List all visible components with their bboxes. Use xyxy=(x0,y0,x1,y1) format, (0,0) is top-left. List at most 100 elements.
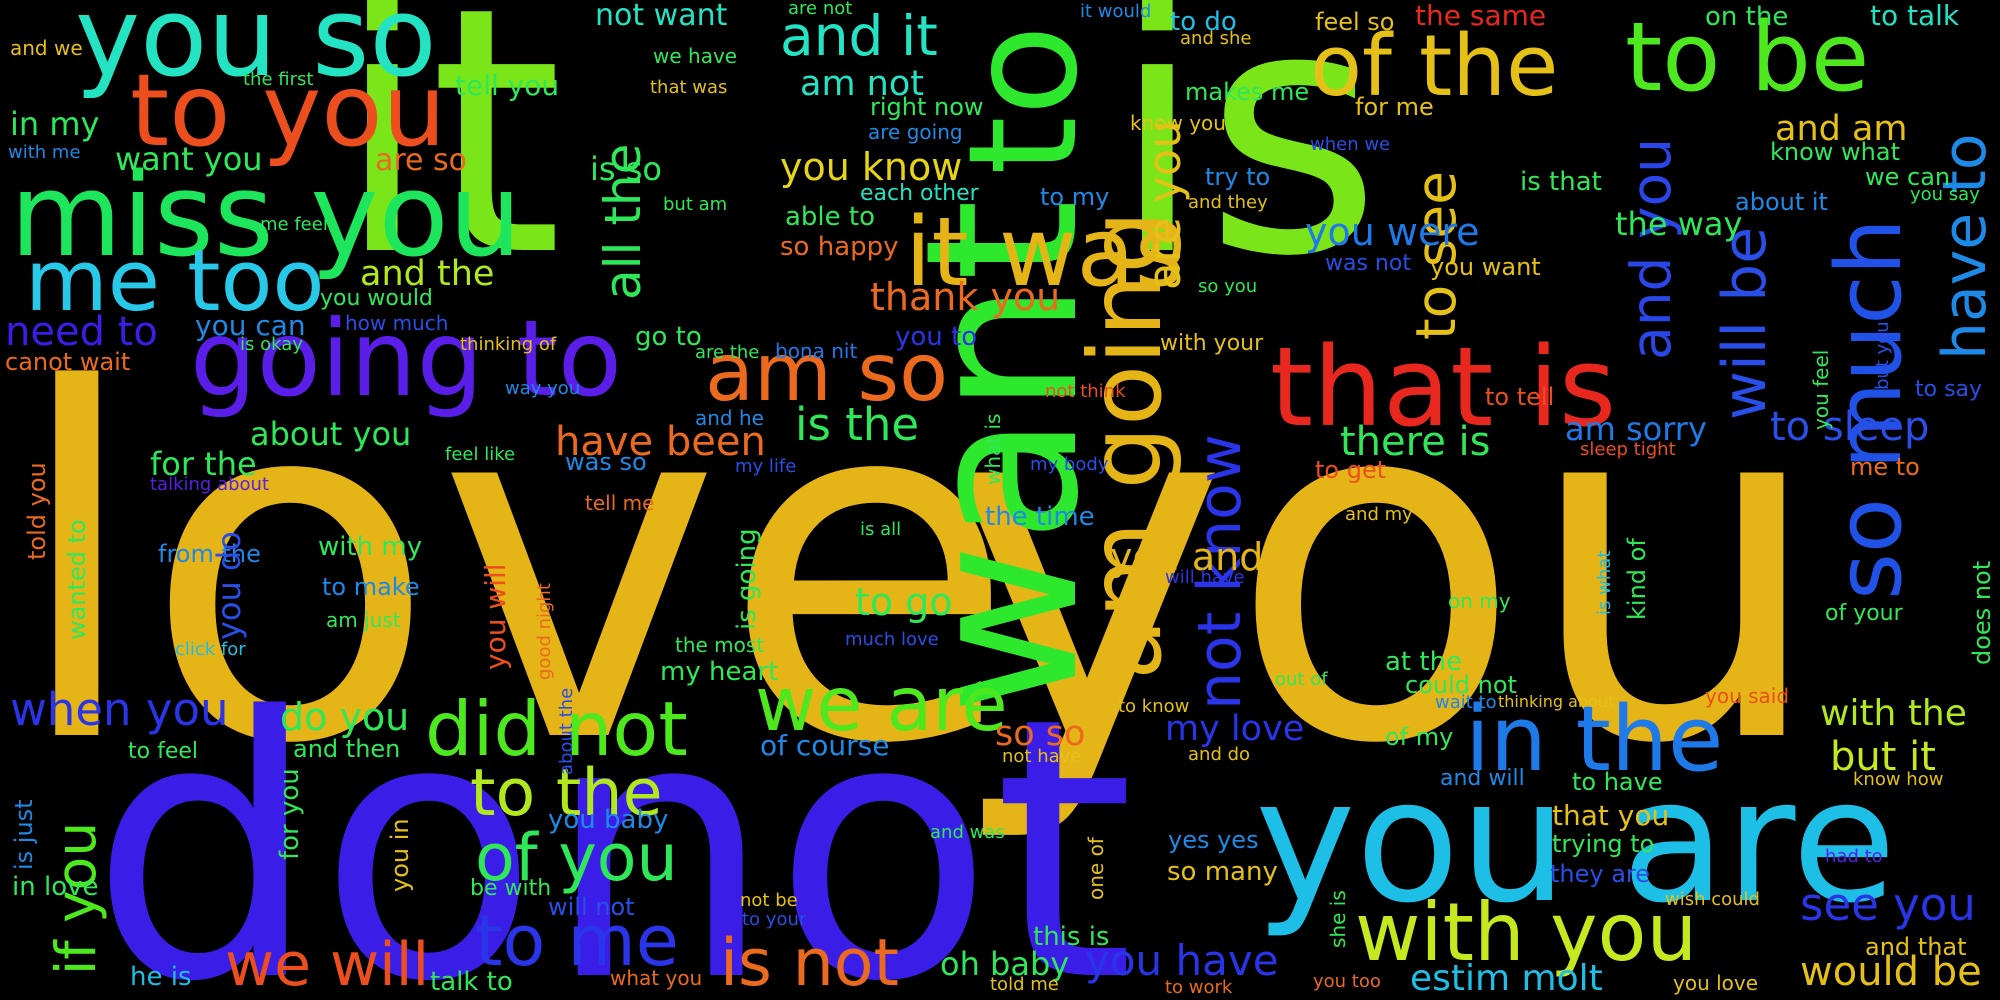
word-my-heart: my heart xyxy=(660,657,778,687)
word-and-she: and she xyxy=(1180,28,1251,49)
word-what-is: what is xyxy=(981,414,1005,485)
word-when-you: when you xyxy=(10,683,229,736)
word-with-me: with me xyxy=(8,142,81,163)
word-to-say: to say xyxy=(1915,377,1982,402)
word-she-is: she is xyxy=(1326,890,1350,948)
word-we-are: we are xyxy=(755,660,1008,748)
word-was-not: was not xyxy=(1325,251,1411,276)
word-so-many: so many xyxy=(1167,857,1278,887)
word-is-that: is that xyxy=(1520,167,1602,197)
word-but-you: but you xyxy=(1872,321,1893,390)
word-of-the: of the xyxy=(1310,17,1558,116)
word-good-night: good night xyxy=(534,583,555,680)
word-you-will: you will xyxy=(479,563,512,670)
word-was-so: was so xyxy=(565,448,647,476)
word-going-to: going to xyxy=(190,298,622,420)
word-feel-so: feel so xyxy=(1315,8,1394,36)
word-one-of: one of xyxy=(1084,836,1108,900)
word-you-and: you and xyxy=(1110,535,1263,579)
word-to-your: to your xyxy=(742,909,807,930)
word-you-say: you say xyxy=(1910,184,1980,205)
word-about-it: about it xyxy=(1735,188,1828,216)
word-and-they: and they xyxy=(1188,192,1268,213)
word-would-be: would be xyxy=(1800,949,1982,995)
word-are-going: are going xyxy=(868,120,963,144)
word-know-how: know how xyxy=(1853,769,1943,790)
word-about-the: about the xyxy=(556,688,577,775)
word-did-not: did not xyxy=(425,685,688,773)
word-thank-you: thank you xyxy=(870,275,1060,319)
word-but-am: but am xyxy=(663,194,727,215)
word-to-talk: to talk xyxy=(1870,0,1960,32)
word-that-was: that was xyxy=(650,77,727,98)
word-know-what: know what xyxy=(1770,138,1900,166)
word-estim-molt: estim molt xyxy=(1410,958,1603,999)
word-you-can: you can xyxy=(195,309,306,342)
word-is-so: is so xyxy=(590,150,662,188)
word-it: it xyxy=(335,0,563,331)
word-want-you: want you xyxy=(115,140,263,178)
word-are-not: are not xyxy=(788,0,852,19)
word-to-my: to my xyxy=(1040,183,1109,211)
word-he-is: he is xyxy=(130,962,192,992)
word-you-would: you would xyxy=(320,286,433,311)
word-so-so: so so xyxy=(995,714,1085,754)
word-wanted-to: wanted to xyxy=(63,519,91,640)
word-feel-like: feel like xyxy=(445,444,515,465)
word-way-you: way you xyxy=(505,378,580,399)
word-to-work: to work xyxy=(1165,977,1233,998)
word-am-going: am going xyxy=(1067,210,1184,680)
word-that-is: that is xyxy=(1270,323,1616,451)
word-to-have: to have xyxy=(1572,768,1663,796)
word-and-he: and he xyxy=(695,406,764,430)
word-so-much: so much xyxy=(1817,218,1922,600)
word-sleep-tight: sleep tight xyxy=(1580,439,1676,460)
word-do: do xyxy=(90,641,539,1000)
word-yes-yes: yes yes xyxy=(1168,826,1259,854)
word-are-so: are so xyxy=(375,143,467,178)
word-this-is: this is xyxy=(1033,922,1109,952)
word-in-the: in the xyxy=(1465,687,1723,792)
word-tell-me: tell me xyxy=(585,491,654,515)
word-you-too: you too xyxy=(1313,971,1381,992)
word-and-you: and you xyxy=(1619,138,1683,360)
word-of-you: of you xyxy=(475,821,678,896)
word-wish-could: wish could xyxy=(1665,889,1760,910)
word-and-that: and that xyxy=(1865,933,1967,961)
word-to-feel: to feel xyxy=(128,739,198,764)
word-right-now: right now xyxy=(870,93,984,121)
word-the-most: the most xyxy=(675,633,764,657)
word-on-the: on the xyxy=(1705,2,1788,32)
word-you-said: you said xyxy=(1705,684,1789,708)
word-able-to: able to xyxy=(785,202,875,232)
word-with-the: with the xyxy=(1820,693,1967,734)
word-kind-of: kind of xyxy=(1623,538,1651,620)
word-the-first: the first xyxy=(243,69,313,90)
word-with-you: with you xyxy=(1355,886,1697,979)
word-see-you: see you xyxy=(1800,878,1976,931)
word-try-to: try to xyxy=(1205,163,1270,191)
word-is-okay: is okay xyxy=(240,334,303,355)
word-go-to: go to xyxy=(635,322,702,352)
word-not-think: not think xyxy=(1045,381,1126,402)
word-in-my: in my xyxy=(10,105,99,143)
word-click-for: click for xyxy=(175,639,246,660)
word-you-feel: you feel xyxy=(1809,350,1833,430)
word-and-am: and am xyxy=(1775,109,1908,149)
word-trying-to: trying to xyxy=(1552,830,1654,858)
word-have-to: have to xyxy=(1930,133,2000,360)
word-and-it: and it xyxy=(780,4,938,68)
word-am-so: am so xyxy=(705,326,948,419)
word-are-you: are you xyxy=(1138,120,1191,290)
word-so-happy: so happy xyxy=(780,232,899,262)
word-it-was: it was xyxy=(905,198,1184,308)
word-thinking-of: thinking of xyxy=(460,334,557,355)
word-with-my: with my xyxy=(318,532,422,562)
word-am-sorry: am sorry xyxy=(1565,410,1707,448)
word-and-my: and my xyxy=(1345,504,1413,525)
word-to-be: to be xyxy=(1625,3,1869,113)
word-my-love: my love xyxy=(1165,709,1304,749)
word-talk-to: talk to xyxy=(430,967,513,997)
